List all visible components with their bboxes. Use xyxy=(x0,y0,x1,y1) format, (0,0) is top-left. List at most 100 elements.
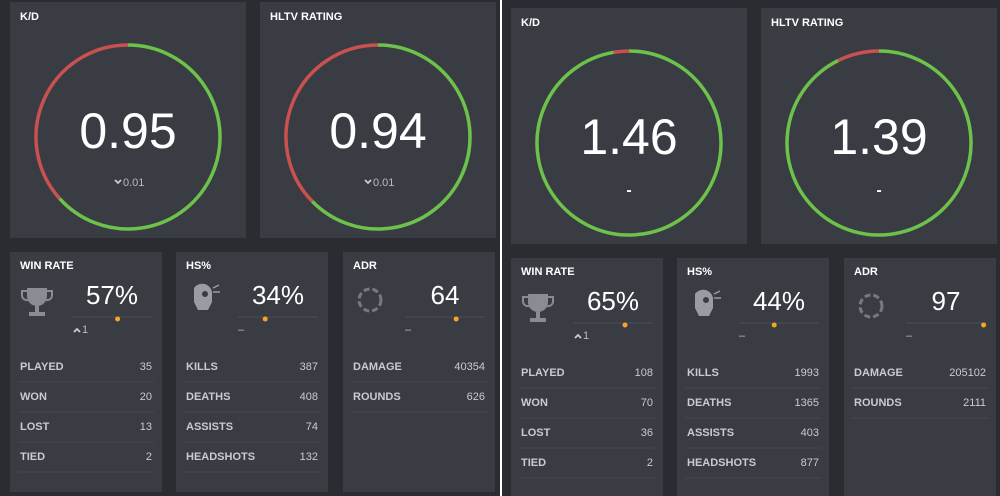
card-change: – xyxy=(739,330,746,342)
ring-arc xyxy=(311,43,472,231)
ring-value: 0.95 xyxy=(79,103,176,159)
ring-label: K/D xyxy=(521,17,540,29)
stat-name: HEADSHOTS xyxy=(687,457,756,469)
ring-change: 0.01 xyxy=(123,177,144,189)
stat-name: DEATHS xyxy=(687,397,731,409)
stat-value: 2 xyxy=(647,457,653,469)
stat-value: 387 xyxy=(300,361,318,373)
divider xyxy=(500,0,502,496)
stat-value: 1365 xyxy=(795,397,819,409)
ring-label: K/D xyxy=(20,11,39,23)
card-label: HS% xyxy=(186,260,211,272)
stat-name: LOST xyxy=(521,427,551,439)
trend-icon xyxy=(574,333,582,339)
ring-change: - xyxy=(876,182,881,199)
ring-card xyxy=(511,8,747,244)
stat-value: 40354 xyxy=(454,361,485,373)
stat-value: 408 xyxy=(300,391,318,403)
ring-rest xyxy=(284,43,379,203)
stat-name: ASSISTS xyxy=(186,421,233,433)
card-label: ADR xyxy=(854,266,878,278)
stat-value: 70 xyxy=(641,397,653,409)
stat-value: 877 xyxy=(801,457,819,469)
ring-label: HLTV RATING xyxy=(270,11,342,23)
stat-value: 20 xyxy=(140,391,152,403)
stat-name: ROUNDS xyxy=(854,397,902,409)
ring-rest xyxy=(34,43,129,200)
head-icon xyxy=(695,289,713,316)
card-change: – xyxy=(238,324,245,336)
head-target xyxy=(202,291,208,297)
stat-name: DAMAGE xyxy=(353,361,402,373)
stat-name: WON xyxy=(20,391,47,403)
stat-value: 403 xyxy=(801,427,819,439)
card-dot xyxy=(262,316,268,322)
card-label: HS% xyxy=(687,266,712,278)
head-shot xyxy=(212,284,220,293)
stat-card xyxy=(844,258,996,496)
head-icon xyxy=(194,283,212,310)
stat-name: TIED xyxy=(20,451,45,463)
ring-card xyxy=(761,8,997,244)
ring-label: HLTV RATING xyxy=(771,17,843,29)
stat-name: HEADSHOTS xyxy=(186,451,255,463)
stat-name: PLAYED xyxy=(521,367,565,379)
stat-value: 74 xyxy=(306,421,318,433)
card-value: 57% xyxy=(86,280,138,310)
ring-card xyxy=(260,2,496,238)
trophy-icon xyxy=(27,288,47,316)
trend-icon xyxy=(114,179,122,185)
card-change: – xyxy=(906,330,913,342)
stat-name: DAMAGE xyxy=(854,367,903,379)
stat-value: 108 xyxy=(635,367,653,379)
stat-value: 2 xyxy=(146,451,152,463)
stat-value: 132 xyxy=(300,451,318,463)
stat-value: 36 xyxy=(641,427,653,439)
card-value: 64 xyxy=(431,280,460,310)
card-dot xyxy=(771,322,777,328)
card-dot xyxy=(622,322,628,328)
trophy-handles xyxy=(522,296,554,308)
ring-change: 0.01 xyxy=(373,177,394,189)
ring-value: 1.39 xyxy=(830,109,927,165)
card-label: ADR xyxy=(353,260,377,272)
card-dot xyxy=(453,316,459,322)
stat-name: KILLS xyxy=(186,361,218,373)
card-value: 34% xyxy=(252,280,304,310)
card-change: 1 xyxy=(82,324,88,336)
head-target xyxy=(703,297,709,303)
card-dot xyxy=(981,322,987,328)
stat-value: 1993 xyxy=(795,367,819,379)
adr-icon xyxy=(357,287,383,313)
stat-value: 35 xyxy=(140,361,152,373)
card-change: 1 xyxy=(583,330,589,342)
card-value: 97 xyxy=(932,286,961,316)
stat-value: 205102 xyxy=(949,367,986,379)
stat-name: WON xyxy=(521,397,548,409)
trophy-handles xyxy=(21,290,53,302)
ring-value: 1.46 xyxy=(580,109,677,165)
stat-name: PLAYED xyxy=(20,361,64,373)
ring-card xyxy=(10,2,246,238)
stat-name: KILLS xyxy=(687,367,719,379)
stat-value: 13 xyxy=(140,421,152,433)
ring-value: 0.94 xyxy=(329,103,426,159)
stat-value: 2111 xyxy=(963,397,986,409)
trophy-icon xyxy=(528,294,548,322)
ring-arc xyxy=(535,49,723,237)
card-value: 65% xyxy=(587,286,639,316)
stat-name: ASSISTS xyxy=(687,427,734,439)
ring-rest xyxy=(613,49,630,55)
stat-card xyxy=(343,252,495,492)
ring-rest xyxy=(837,49,880,63)
stat-name: TIED xyxy=(521,457,546,469)
ring-arc xyxy=(785,49,973,237)
card-label: WIN RATE xyxy=(20,260,74,272)
adr-icon xyxy=(858,293,884,319)
trend-icon xyxy=(73,327,81,333)
stat-value: 626 xyxy=(467,391,485,403)
head-shot xyxy=(713,290,721,299)
card-change: – xyxy=(405,324,412,336)
stat-name: DEATHS xyxy=(186,391,230,403)
